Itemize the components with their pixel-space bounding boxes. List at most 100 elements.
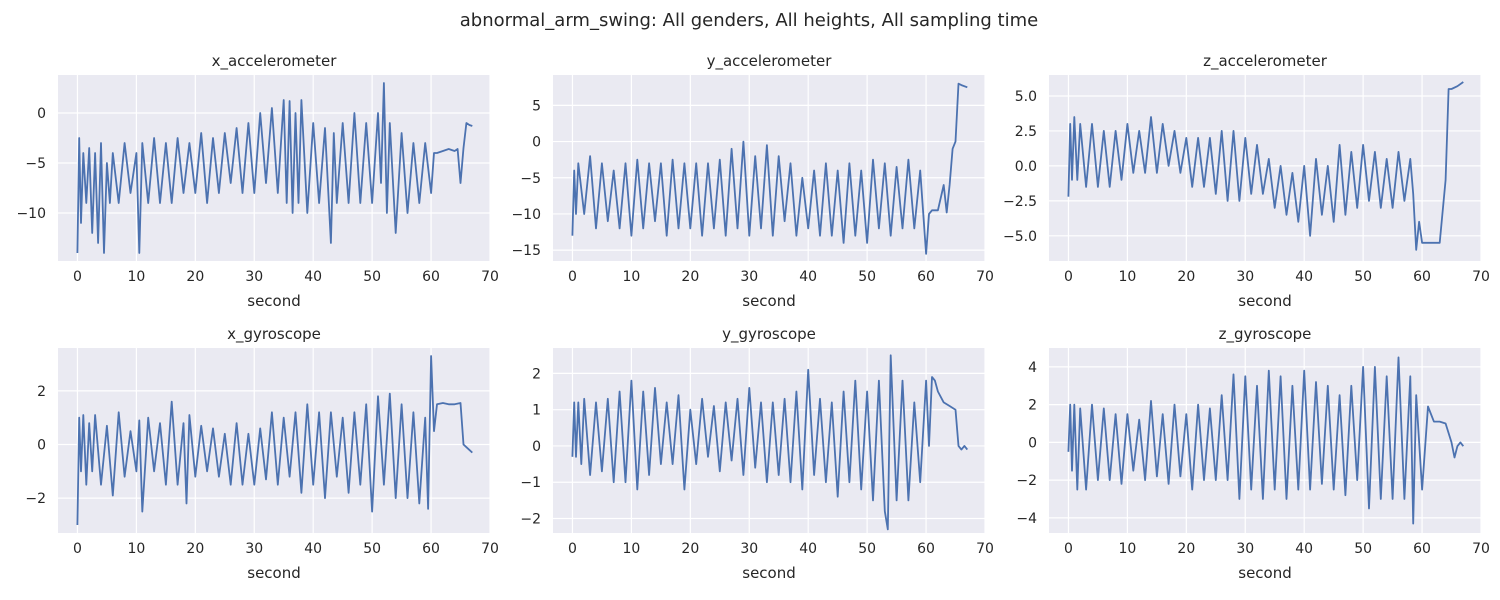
x-tick-label: 0 (73, 269, 82, 285)
y-tick-label: 2.5 (1015, 124, 1037, 140)
x-axis-label: second (1238, 292, 1292, 310)
y-tick-label: −15 (511, 243, 541, 259)
x-tick-label: 10 (127, 541, 145, 557)
plot-area (553, 348, 985, 533)
x-tick-label: 10 (127, 269, 145, 285)
y-tick-label: 0 (532, 135, 541, 151)
subplot-title: x_accelerometer (212, 52, 338, 71)
x-tick-label: 30 (740, 269, 758, 285)
subplot-x-accelerometer: 0 10 20 30 40 50 60 70 0 −5 −10 x_accelerometerseco… (16, 52, 498, 310)
x-tick-label: 30 (245, 541, 263, 557)
subplot-title: z_gyroscope (1219, 325, 1312, 344)
y-tick-label: −10 (16, 206, 46, 222)
y-tick-label: 0 (1028, 435, 1037, 451)
gridlines (58, 348, 491, 533)
x-tick-label: 30 (1236, 541, 1254, 557)
series-line (571, 82, 968, 255)
x-tick-label: 50 (1354, 269, 1372, 285)
gridlines (58, 75, 491, 261)
plot-area (58, 75, 490, 261)
x-tick-label: 40 (799, 269, 817, 285)
x-tick-label: 60 (422, 541, 440, 557)
x-tick-label: 70 (1472, 541, 1490, 557)
x-tick-label: 60 (422, 269, 440, 285)
x-axis-label: second (742, 292, 796, 310)
y-tick-label: −2 (25, 491, 46, 507)
x-tick-label: 30 (740, 541, 758, 557)
x-axis-label: second (247, 292, 301, 310)
x-tick-label: 50 (1354, 541, 1372, 557)
x-axis-label: second (742, 564, 796, 582)
x-axis-label: second (247, 564, 301, 582)
subplot-title: z_accelerometer (1203, 52, 1328, 71)
x-tick-label: 40 (799, 541, 817, 557)
subplot-grid: 0 10 20 30 40 50 60 700−5−10x_accelerometerseco… (16, 52, 1489, 582)
x-tick-label: 0 (568, 541, 577, 557)
x-tick-label: 70 (481, 541, 499, 557)
x-tick-label: 20 (681, 541, 699, 557)
x-tick-label: 60 (917, 541, 935, 557)
y-tick-label: −1 (520, 475, 541, 491)
y-tick-label: 4 (1028, 360, 1037, 376)
x-tick-label: 40 (304, 269, 322, 285)
y-tick-label: −2 (520, 511, 541, 527)
y-tick-label: 1 (532, 403, 541, 419)
y-tick-label: −5.0 (1003, 229, 1037, 245)
x-tick-label: 10 (622, 541, 640, 557)
x-tick-label: 10 (622, 269, 640, 285)
y-tick-label: 2 (37, 384, 46, 400)
x-tick-label: 50 (858, 269, 876, 285)
x-tick-label: 0 (1064, 269, 1073, 285)
subplot-title: x_gyroscope (227, 325, 321, 344)
x-tick-label: 0 (73, 541, 82, 557)
subplot-z-accelerometer: 0 10 20 30 40 50 60 70 5.0 2.5 0.0 −2.5 −5.0 z_accele… (1003, 52, 1490, 310)
x-tick-label: 50 (858, 541, 876, 557)
series-line (1067, 81, 1464, 251)
figure-suptitle: abnormal_arm_swing: All genders, All hei… (460, 10, 1038, 31)
x-axis-label: second (1238, 564, 1292, 582)
x-tick-label: 50 (363, 269, 381, 285)
subplot-y-accelerometer: 0 10 20 30 40 50 60 7050−5−10−15y_accelerometer… (511, 52, 993, 310)
x-tick-label: 10 (1118, 269, 1136, 285)
x-tick-label: 70 (976, 541, 994, 557)
x-tick-label: 0 (1064, 541, 1073, 557)
y-tick-label: −2.5 (1003, 194, 1037, 210)
x-tick-label: 70 (481, 269, 499, 285)
x-tick-label: 60 (917, 269, 935, 285)
x-tick-label: 20 (186, 541, 204, 557)
y-tick-label: −5 (520, 171, 541, 187)
x-tick-label: 40 (304, 541, 322, 557)
x-tick-label: 20 (1177, 541, 1195, 557)
y-tick-label: 5 (532, 98, 541, 114)
x-tick-label: 50 (363, 541, 381, 557)
y-tick-label: 0.0 (1015, 159, 1037, 175)
y-tick-label: 0 (37, 106, 46, 122)
y-tick-label: 2 (1028, 398, 1037, 414)
x-tick-label: 20 (186, 269, 204, 285)
y-tick-label: −10 (511, 207, 541, 223)
x-tick-label: 30 (245, 269, 263, 285)
y-tick-label: −2 (1016, 473, 1037, 489)
x-tick-label: 60 (1413, 269, 1431, 285)
x-tick-label: 40 (1295, 269, 1313, 285)
series-line (1067, 356, 1465, 525)
y-tick-label: −4 (1016, 511, 1037, 527)
x-tick-label: 10 (1118, 541, 1136, 557)
x-tick-label: 70 (976, 269, 994, 285)
series-line (76, 355, 473, 526)
x-tick-label: 20 (1177, 269, 1195, 285)
x-tick-label: 40 (1295, 541, 1313, 557)
y-tick-label: 2 (532, 366, 541, 382)
subplot-title: y_accelerometer (707, 52, 833, 71)
y-tick-label: 0 (532, 439, 541, 455)
y-tick-label: 5.0 (1015, 89, 1037, 105)
x-tick-label: 60 (1413, 541, 1431, 557)
x-tick-label: 70 (1472, 269, 1490, 285)
subplot-title: y_gyroscope (722, 325, 816, 344)
x-tick-label: 30 (1236, 269, 1254, 285)
series-line (76, 82, 473, 254)
x-tick-label: 20 (681, 269, 699, 285)
y-tick-label: −5 (25, 156, 46, 172)
